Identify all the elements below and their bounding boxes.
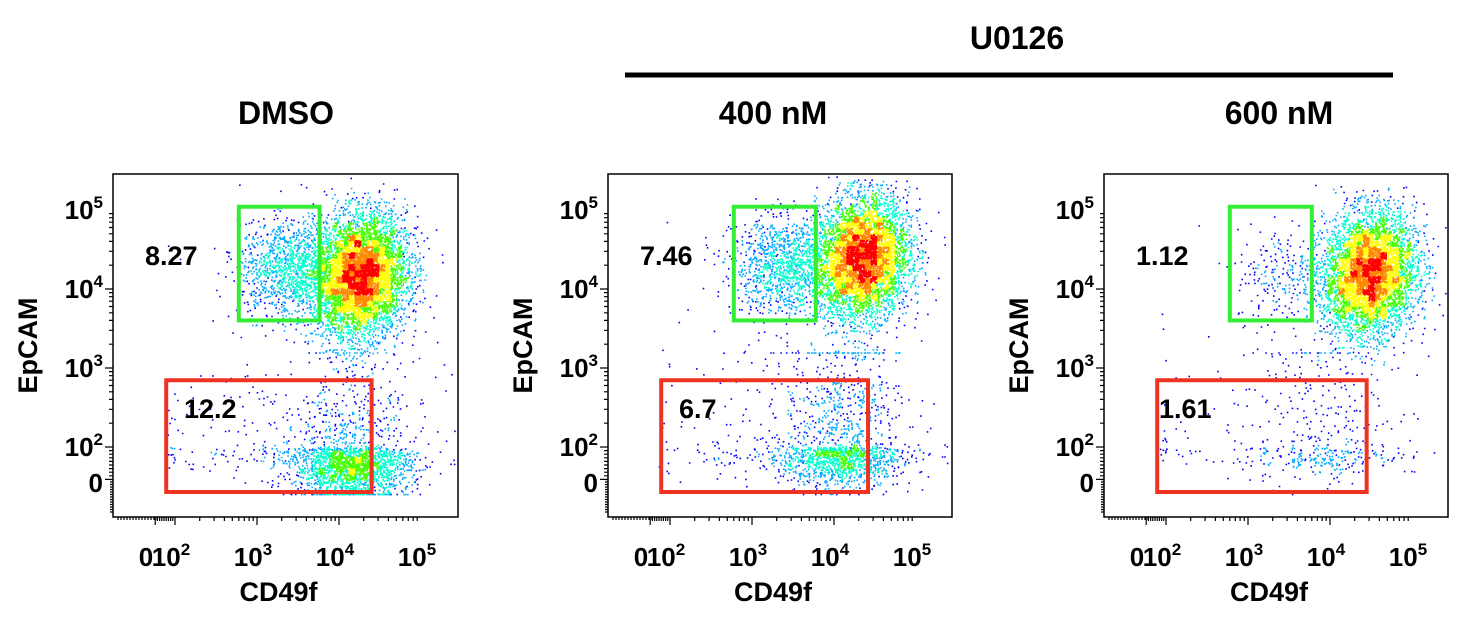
- y-tick-label: 102: [560, 430, 598, 462]
- x-tick-label: 102: [647, 540, 685, 572]
- event-dots-density-4: [1338, 228, 1412, 320]
- y-tick-label: 103: [1056, 351, 1094, 383]
- event-dots-density-5: [834, 216, 890, 296]
- y-tick-label: 104: [65, 272, 104, 304]
- panel-title-400nm: 400 nM: [719, 95, 827, 131]
- treatment-label: U0126: [970, 20, 1064, 56]
- gate-green: [731, 204, 818, 323]
- x-tick-label: 105: [893, 540, 931, 572]
- event-dots-density-5: [1338, 234, 1400, 308]
- y-axis-label: EpCAM: [1004, 298, 1034, 394]
- gate-value-green: 1.12: [1136, 241, 1189, 271]
- axis-ticks: [600, 213, 913, 525]
- gate-green: [1227, 204, 1314, 323]
- x-tick-label: 0: [634, 542, 648, 572]
- y-tick-label: 0: [1080, 468, 1094, 498]
- y-tick-label: 0: [89, 468, 103, 498]
- plot-frame: [607, 173, 953, 518]
- event-dots-density-4: [822, 210, 896, 302]
- y-axis-label: EpCAM: [13, 298, 43, 394]
- gate-value-red: 6.7: [679, 394, 717, 424]
- plot-frame: [1103, 173, 1449, 518]
- gate-value-green: 7.46: [640, 241, 693, 271]
- panel-title-600nm: 600 nM: [1225, 95, 1333, 131]
- y-axis-label: EpCAM: [508, 298, 538, 394]
- panel-title-dmso: DMSO: [238, 95, 334, 131]
- gate-red: [659, 378, 871, 494]
- gate-value-green: 8.27: [145, 241, 198, 271]
- event-dots-density-3: [1326, 216, 1412, 332]
- gate-red: [1155, 378, 1369, 494]
- y-tick-label: 102: [1056, 430, 1094, 462]
- y-tick-label: 104: [1056, 272, 1095, 304]
- x-tick-label: 105: [398, 540, 436, 572]
- event-dots-density-6: [846, 234, 878, 284]
- x-axis-label: CD49f: [734, 577, 813, 607]
- axis-ticks: [105, 213, 418, 525]
- event-dots-density-0: [658, 176, 949, 496]
- gate-value-red: 1.61: [1159, 394, 1212, 424]
- x-axis-label: CD49f: [1230, 577, 1309, 607]
- x-tick-label: 103: [1225, 540, 1263, 572]
- y-tick-label: 104: [560, 272, 599, 304]
- event-dots-density-6: [342, 240, 380, 296]
- y-tick-label: 105: [65, 193, 103, 225]
- event-dots-density-0: [167, 177, 456, 496]
- x-tick-label: 102: [1143, 540, 1181, 572]
- gate-red: [164, 378, 374, 494]
- event-dots-density-2: [1314, 204, 1430, 350]
- y-tick-label: 102: [65, 430, 103, 462]
- gate-green: [236, 204, 322, 323]
- x-tick-label: 0: [139, 542, 153, 572]
- x-tick-label: 103: [234, 540, 272, 572]
- event-dots-density-1: [170, 187, 428, 496]
- x-tick-label: 0: [1130, 542, 1144, 572]
- y-tick-label: 105: [1056, 193, 1094, 225]
- x-tick-label: 104: [1307, 540, 1346, 572]
- x-tick-label: 104: [811, 540, 850, 572]
- gate-value-red: 12.2: [184, 394, 237, 424]
- x-tick-label: 104: [316, 540, 355, 572]
- event-dots-density-1: [714, 180, 927, 496]
- axis-ticks: [1096, 213, 1409, 525]
- x-tick-label: 102: [152, 540, 190, 572]
- y-tick-label: 0: [584, 468, 598, 498]
- plot-frame: [112, 173, 459, 518]
- x-tick-label: 105: [1389, 540, 1427, 572]
- x-axis-label: CD49f: [239, 577, 318, 607]
- x-tick-label: 103: [729, 540, 767, 572]
- y-tick-label: 103: [65, 351, 103, 383]
- event-dots-density-6: [1350, 252, 1388, 302]
- y-tick-label: 105: [560, 193, 598, 225]
- y-tick-label: 103: [560, 351, 598, 383]
